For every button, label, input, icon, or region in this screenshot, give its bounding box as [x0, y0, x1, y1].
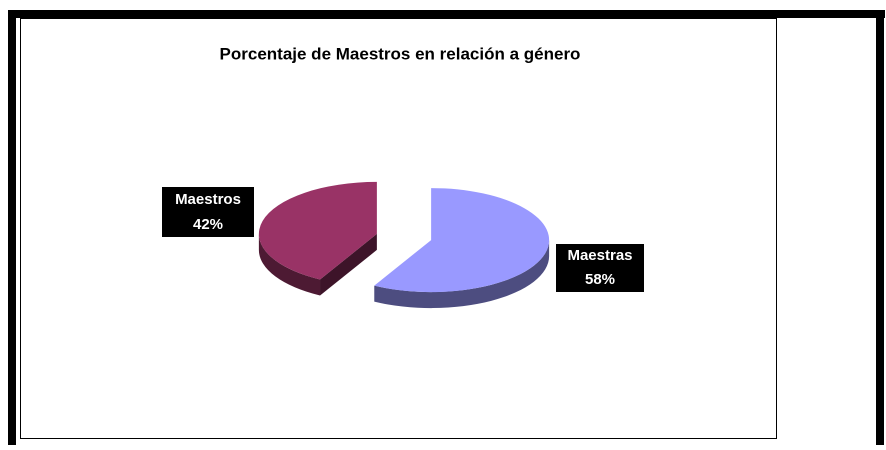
slice-side	[320, 233, 377, 296]
slice-wall	[258, 233, 321, 296]
category-label: Maestros	[175, 191, 241, 208]
category-label: Maestras	[567, 247, 632, 264]
frame-top	[8, 10, 885, 18]
chart-area	[20, 18, 777, 439]
slice	[258, 181, 377, 280]
slice-wall	[374, 240, 550, 309]
slice	[374, 188, 550, 293]
frame-right	[876, 10, 884, 445]
value-label: 58%	[585, 271, 615, 288]
data-label: Maestras 58%	[556, 244, 644, 292]
data-label: Maestros 42%	[162, 187, 254, 237]
label-box	[162, 187, 254, 237]
pie	[258, 181, 550, 309]
label-box	[556, 244, 644, 292]
value-label: 42%	[193, 216, 223, 233]
chart-title: Porcentaje de Maestros en relación a gén…	[220, 44, 581, 63]
frame-left	[8, 10, 16, 445]
